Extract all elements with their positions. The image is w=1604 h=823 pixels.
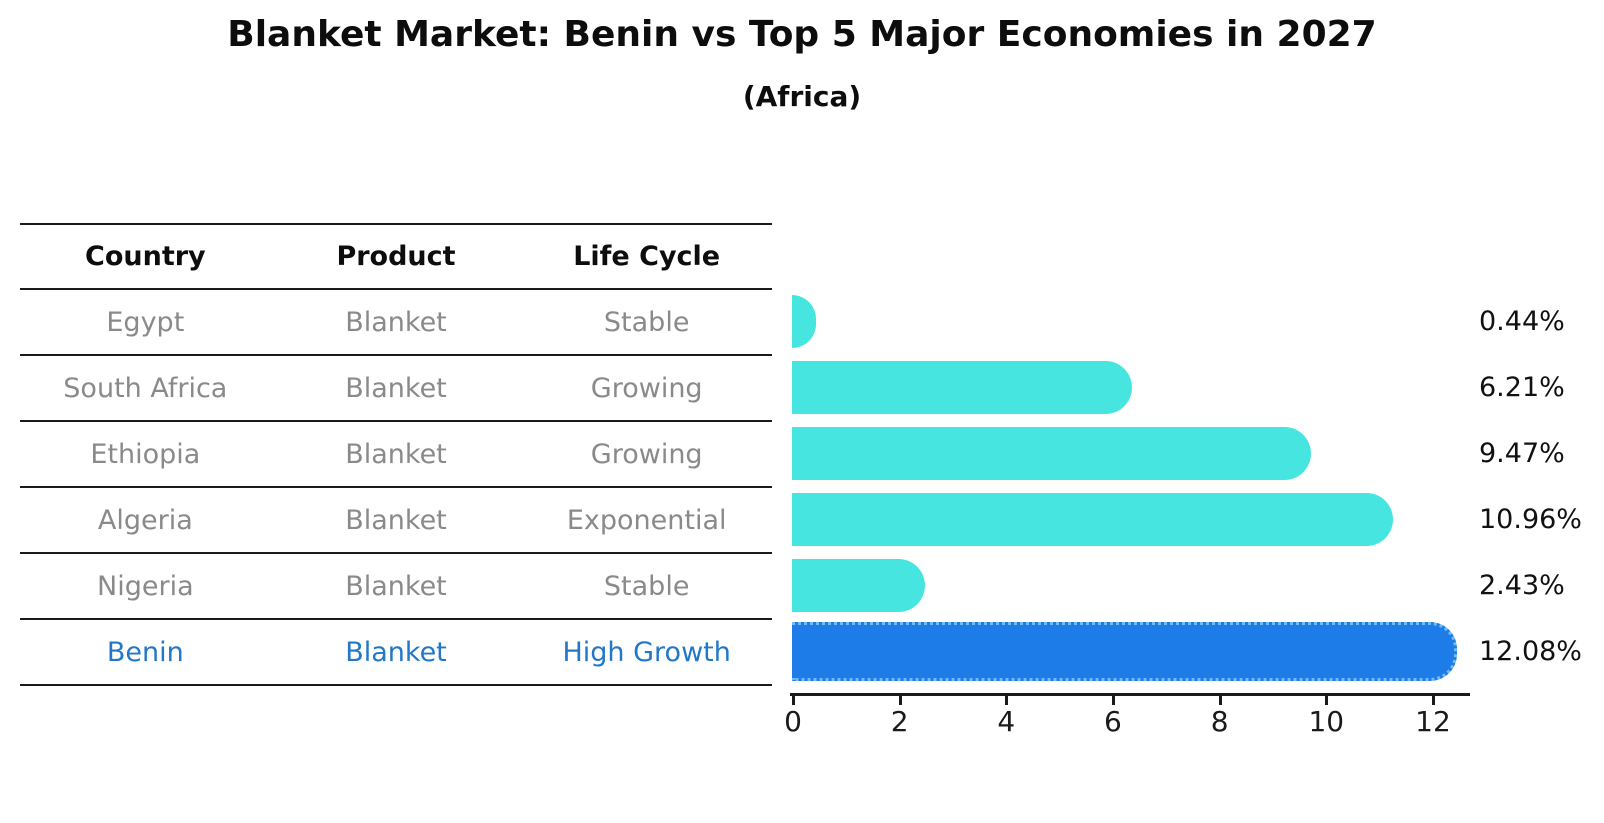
x-tick-0: [792, 696, 795, 705]
table-header-row-cell-1: Product: [336, 241, 456, 272]
table-row-south-africa-cell-0: South Africa: [63, 372, 228, 404]
value-label-benin: 12.08%: [1479, 635, 1582, 667]
bar-slot-ethiopia: [792, 420, 1311, 486]
x-tick-label-4: 4: [997, 705, 1016, 738]
x-tick-10: [1325, 696, 1329, 705]
bar-slot-algeria: [792, 486, 1393, 552]
summary-table: Country Product Life Cycle Egypt Blanket Stab…: [20, 223, 772, 686]
table-row-ethiopia: Ethiopia Blanket Growing: [20, 422, 772, 488]
table-row-egypt-cell-0: Egypt: [106, 306, 185, 338]
table-row-nigeria-cell-1: Blanket: [345, 570, 447, 602]
bar-benin: [792, 621, 1457, 681]
table-row-egypt: Egypt Blanket Stable: [20, 290, 772, 356]
bar-egypt: [792, 294, 817, 348]
x-tick-12: [1431, 696, 1435, 705]
table-row-south-africa-cell-1: Blanket: [345, 372, 447, 404]
bar-slot-nigeria: [792, 552, 926, 618]
value-label-nigeria: 2.43%: [1479, 569, 1565, 601]
value-label-algeria: 10.96%: [1479, 503, 1582, 535]
table-row-ethiopia-cell-0: Ethiopia: [90, 438, 201, 470]
table-row-algeria-cell-0: Algeria: [97, 504, 193, 536]
value-label-egypt: 0.44%: [1479, 305, 1565, 337]
table-row-nigeria-cell-2: Stable: [603, 570, 690, 602]
table-row-benin: Benin Blanket High Growth: [20, 620, 772, 686]
x-tick-2: [898, 696, 902, 705]
table-row-egypt-cell-1: Blanket: [345, 306, 447, 338]
bar-nigeria: [792, 558, 926, 612]
table-row-algeria: Algeria Blanket Exponential: [20, 488, 772, 554]
table-row-ethiopia-cell-2: Growing: [590, 438, 703, 470]
x-tick-label-10: 10: [1308, 705, 1345, 738]
bar-algeria: [792, 492, 1393, 546]
table-header-row: Country Product Life Cycle: [20, 225, 772, 290]
x-axis-line: [790, 693, 1470, 696]
table-row-egypt-cell-2: Stable: [603, 306, 690, 338]
bar-slot-south-africa: [792, 354, 1133, 420]
table-row-nigeria-cell-0: Nigeria: [97, 570, 194, 602]
table-row-algeria-cell-1: Blanket: [345, 504, 447, 536]
x-tick-label-6: 6: [1104, 705, 1122, 738]
table-row-ethiopia-cell-1: Blanket: [345, 438, 447, 470]
table-row-south-africa: South Africa Blanket Growing: [20, 356, 772, 422]
bar-slot-benin: [792, 618, 1457, 684]
x-tick-label-8: 8: [1210, 705, 1229, 738]
table-row-south-africa-cell-2: Growing: [590, 372, 703, 404]
x-tick-8: [1218, 696, 1222, 705]
bar-ethiopia: [792, 426, 1311, 480]
table-row-benin-cell-2: High Growth: [562, 636, 731, 668]
value-label-south-africa: 6.21%: [1479, 371, 1565, 403]
bar-south-africa: [792, 360, 1133, 414]
x-tick-6: [1111, 696, 1115, 705]
table-row-benin-cell-0: Benin: [106, 636, 184, 668]
table-row-benin-cell-1: Blanket: [345, 636, 447, 668]
table-row-nigeria: Nigeria Blanket Stable: [20, 554, 772, 620]
x-tick-label-2: 2: [890, 705, 909, 738]
x-tick-4: [1005, 696, 1009, 705]
table-header-row-cell-0: Country: [85, 241, 206, 272]
x-tick-label-12: 12: [1415, 705, 1451, 738]
chart-title: Blanket Market: Benin vs Top 5 Major Eco…: [227, 14, 1377, 55]
table-row-algeria-cell-2: Exponential: [566, 504, 727, 536]
bar-slot-egypt: [792, 288, 817, 354]
value-label-ethiopia: 9.47%: [1479, 437, 1565, 469]
x-tick-label-0: 0: [784, 705, 802, 738]
table-header-row-cell-2: Life Cycle: [573, 241, 721, 272]
chart-subtitle: (Africa): [742, 80, 862, 113]
